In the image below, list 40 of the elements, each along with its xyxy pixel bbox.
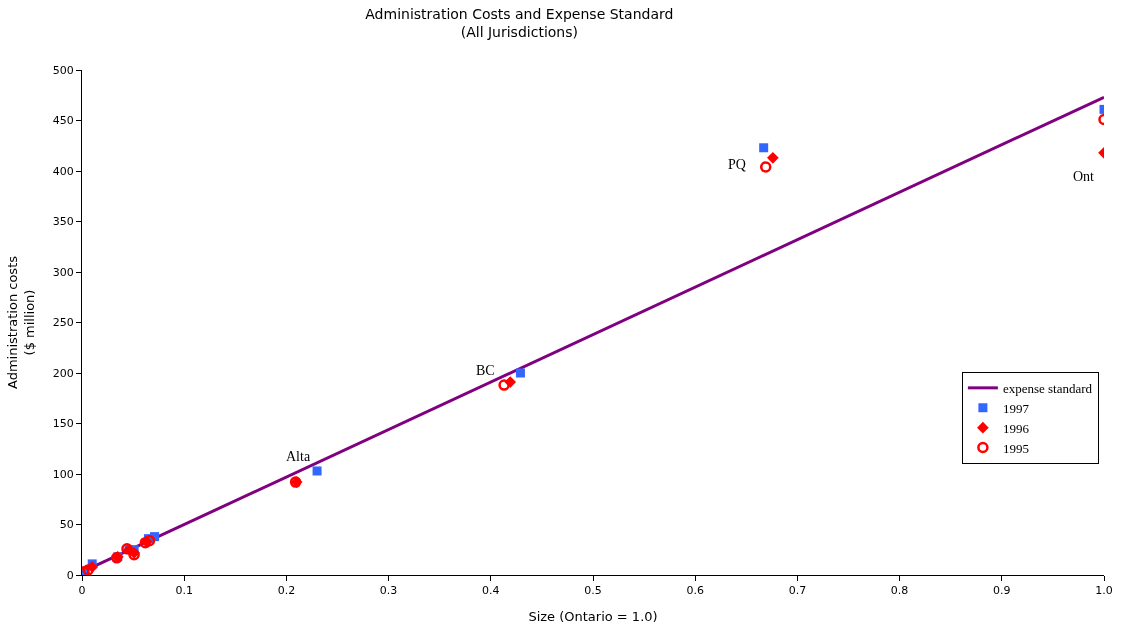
- x-tick-label: 0.6: [686, 584, 704, 598]
- annotation: Alta: [286, 449, 311, 464]
- y-tick-label: 450: [52, 114, 74, 128]
- y-tick-label: 0: [66, 568, 74, 582]
- y-tick-label: 100: [52, 467, 74, 481]
- point: [759, 143, 769, 153]
- annotation: PQ: [728, 157, 746, 172]
- y-tick-label: 200: [52, 366, 74, 380]
- legend-label: expense standard: [1002, 380, 1093, 396]
- y-tick-label: 150: [52, 417, 74, 431]
- chart-title: Administration Costs and Expense Standard (All Jurisdictions): [365, 6, 674, 41]
- legend-label: 1996: [1002, 420, 1030, 436]
- annotation: Ont: [1073, 169, 1095, 184]
- point: [759, 161, 772, 173]
- x-tick-label: 0: [78, 584, 86, 598]
- y-tick-label: 250: [52, 316, 74, 330]
- x-tick-label: 0.8: [890, 584, 909, 598]
- y-tick-label: 300: [52, 265, 74, 279]
- y-tick-label: 350: [52, 215, 74, 229]
- x-tick-label: 0.9: [993, 584, 1011, 598]
- point: [515, 368, 525, 378]
- x-tick-label: 1.0: [1095, 584, 1113, 598]
- x-tick-label: 0.7: [788, 584, 807, 598]
- legend-label: 1997: [1002, 400, 1030, 416]
- y-tick-label: 50: [59, 518, 74, 532]
- x-tick-label: 0.1: [175, 584, 193, 598]
- y-tick-label: 400: [52, 164, 74, 178]
- point: [312, 466, 322, 476]
- x-tick-label: 0.5: [584, 584, 602, 598]
- annotation: BC: [476, 363, 495, 378]
- y-axis-title: Administration costs ($ million): [4, 255, 37, 390]
- point: [82, 564, 94, 575]
- legend-label: 1995: [1002, 440, 1029, 456]
- point: [767, 152, 779, 164]
- point: [498, 379, 510, 391]
- x-tick-label: 0.2: [277, 584, 296, 598]
- x-tick-label: 0.3: [379, 584, 398, 598]
- y-tick-label: 500: [52, 63, 74, 77]
- x-axis-title: Size (Ontario = 1.0): [528, 608, 658, 624]
- x-tick-label: 0.4: [482, 584, 500, 598]
